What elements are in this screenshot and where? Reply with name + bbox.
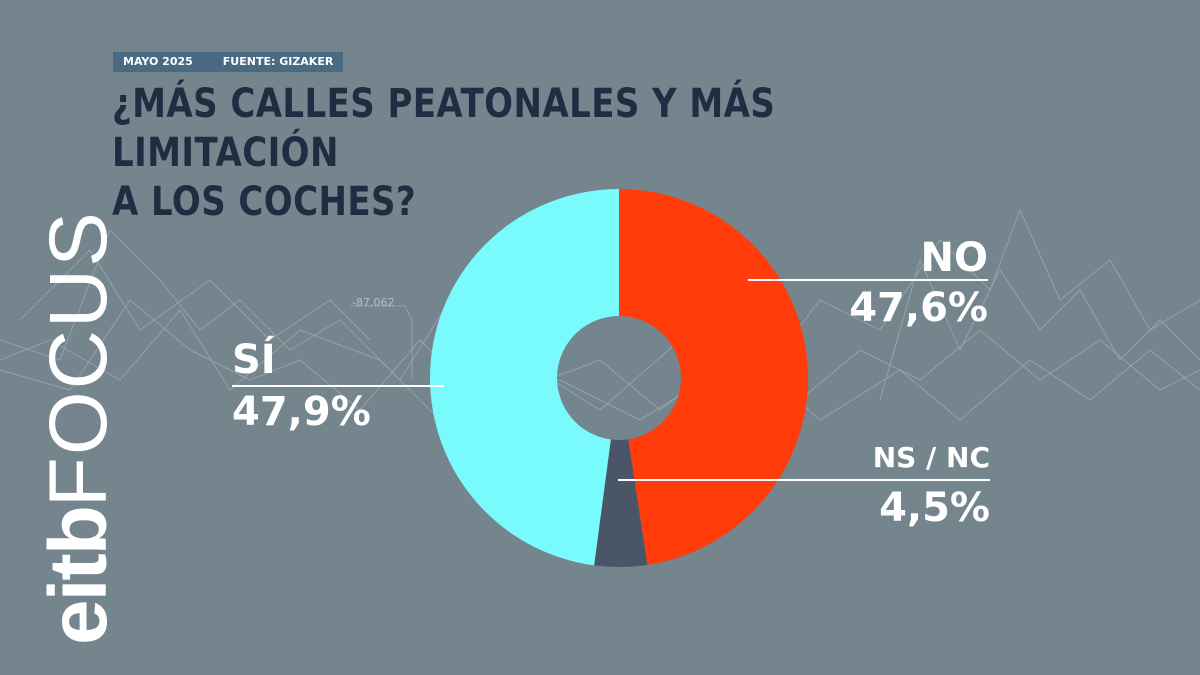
value-si: 47,9% (232, 389, 371, 435)
label-nsnc: NS / NC (872, 441, 990, 474)
title-line-1: ¿MÁS CALLES PEATONALES Y MÁS LIMITACIÓN (112, 81, 776, 176)
value-nsnc: 4,5% (879, 485, 990, 531)
slice-ns-nc (594, 439, 648, 568)
label-no: NO (920, 235, 988, 281)
value-no: 47,6% (849, 285, 988, 331)
slice-no (619, 189, 808, 565)
title-line-2: A LOS COCHES? (112, 179, 417, 225)
survey-date: MAYO 2025 (123, 55, 193, 68)
background-value-label: -87.062 (352, 296, 395, 309)
meta-bar: MAYO 2025 FUENTE: GIZAKER (113, 52, 344, 72)
slice-si (430, 189, 619, 566)
page-title: ¿MÁS CALLES PEATONALES Y MÁS LIMITACIÓN … (112, 80, 877, 227)
survey-source: FUENTE: GIZAKER (222, 55, 334, 68)
label-si: SÍ (232, 337, 276, 383)
